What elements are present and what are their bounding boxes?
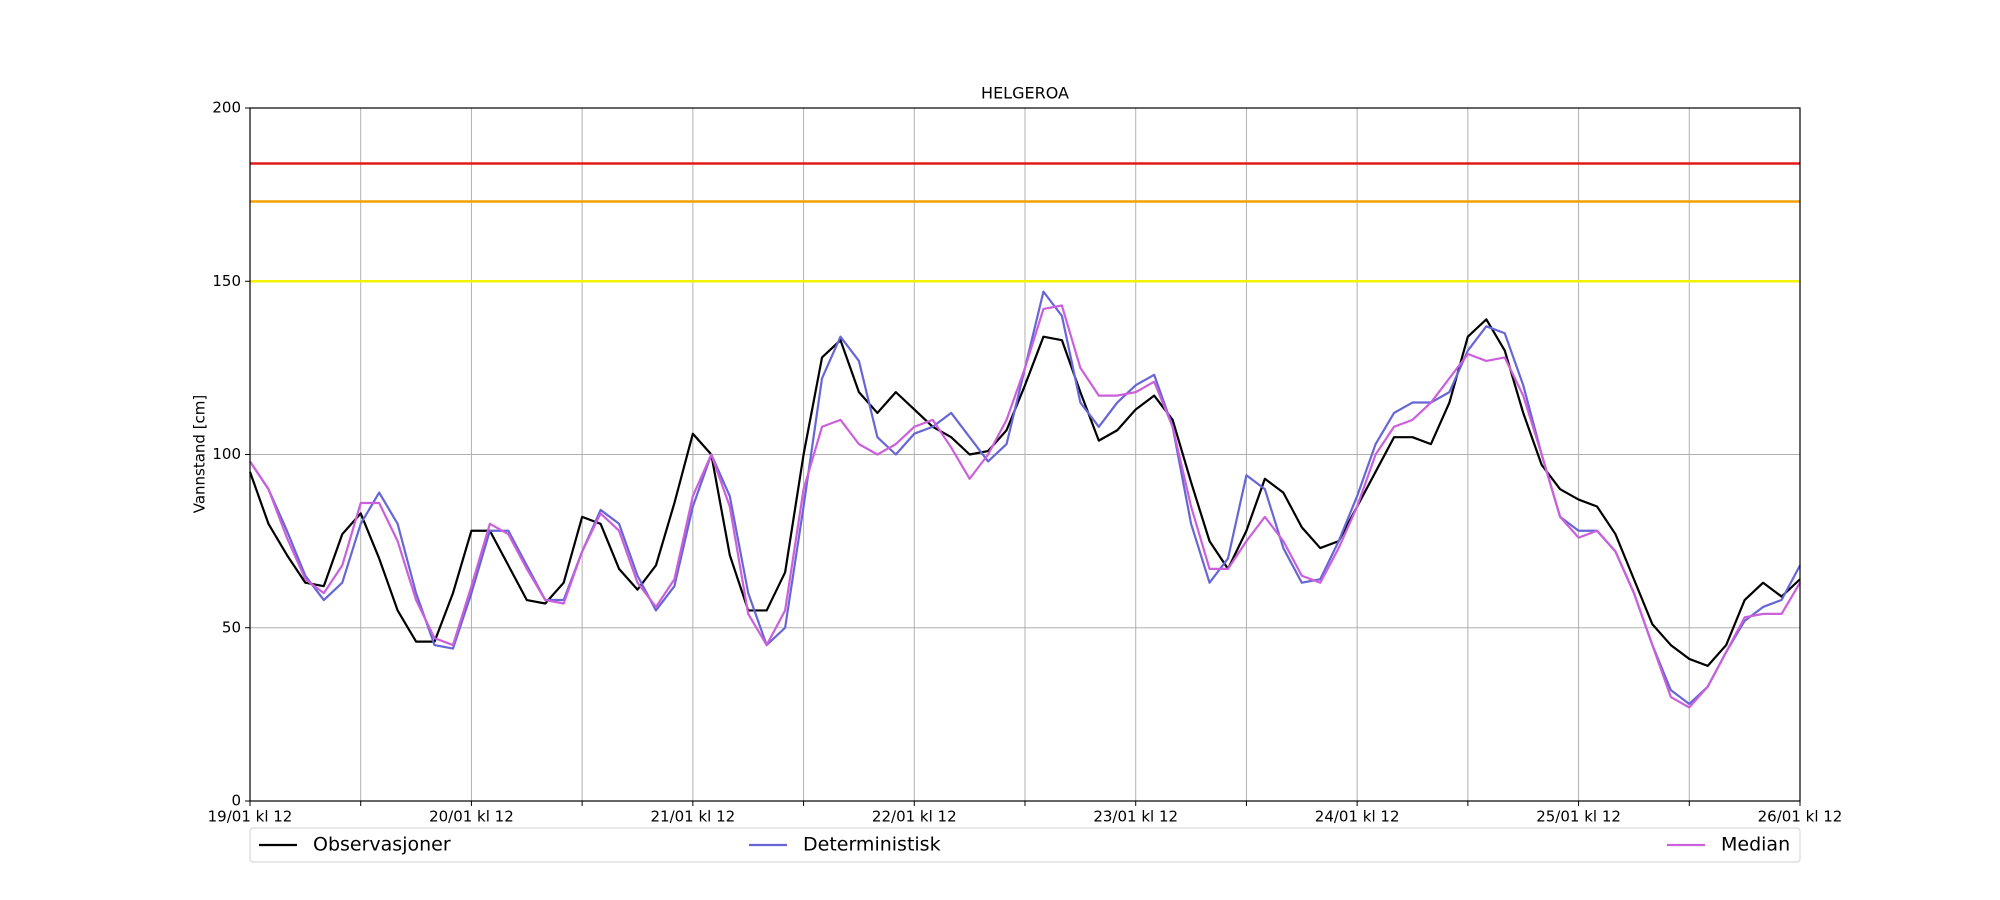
x-tick-label: 21/01 kl 12 (650, 808, 735, 826)
y-tick-label: 200 (212, 99, 241, 117)
legend-label: Median (1721, 834, 1790, 856)
x-tick-label: 23/01 kl 12 (1093, 808, 1178, 826)
series-line (248, 318, 1801, 667)
y-tick-label: 0 (231, 792, 241, 810)
y-tick-label: 150 (212, 272, 241, 290)
x-tick-label: 19/01 kl 12 (208, 808, 293, 826)
x-tick-label: 26/01 kl 12 (1758, 808, 1843, 826)
plot-frame (249, 107, 1801, 802)
series-line (249, 304, 1801, 709)
y-tick-label: 100 (212, 445, 241, 463)
y-tick-label: 50 (222, 618, 241, 636)
legend-label: Observasjoner (313, 834, 451, 856)
x-tick-label: 22/01 kl 12 (872, 808, 957, 826)
y-axis-label: Vannstand [cm] (191, 395, 209, 514)
x-tick-label: 24/01 kl 12 (1315, 808, 1400, 826)
chart-title: HELGEROA (981, 84, 1069, 103)
x-tick-label: 25/01 kl 12 (1536, 808, 1621, 826)
legend-box (249, 827, 1801, 863)
legend-label: Deterministisk (803, 834, 941, 856)
x-tick-label: 20/01 kl 12 (429, 808, 514, 826)
